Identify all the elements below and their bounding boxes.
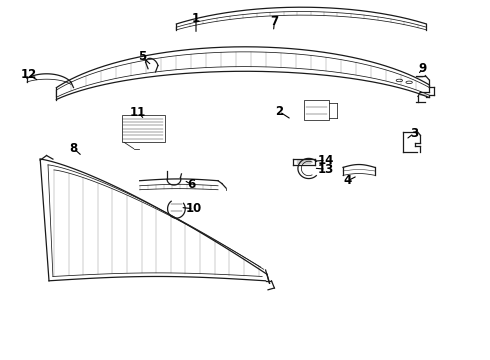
Text: 6: 6 <box>187 178 195 191</box>
Bar <box>122 115 165 142</box>
Text: 8: 8 <box>70 142 77 155</box>
Text: 10: 10 <box>185 202 202 215</box>
Bar <box>304 100 329 120</box>
Text: 7: 7 <box>270 15 278 28</box>
Text: 4: 4 <box>344 174 352 187</box>
Text: 14: 14 <box>318 154 334 167</box>
Text: 5: 5 <box>138 50 146 63</box>
Text: 2: 2 <box>275 105 283 118</box>
Text: 3: 3 <box>410 127 418 140</box>
Text: 1: 1 <box>192 12 200 24</box>
Text: 12: 12 <box>20 68 37 81</box>
Text: 13: 13 <box>318 163 334 176</box>
Text: 9: 9 <box>418 62 426 75</box>
Text: 11: 11 <box>130 106 147 119</box>
